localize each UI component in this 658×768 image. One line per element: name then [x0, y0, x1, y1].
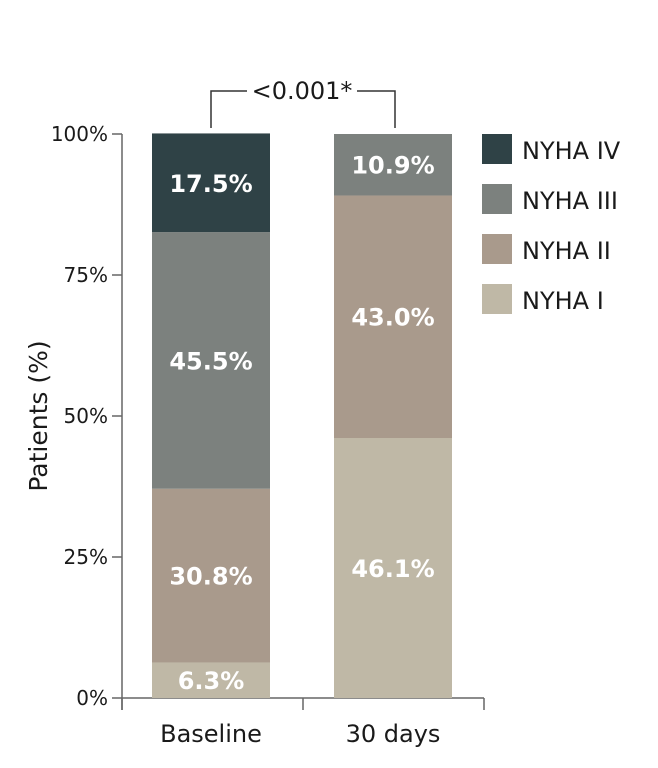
bars [152, 133, 452, 698]
data-label-baseline-nyha-iii: 45.5% [169, 347, 252, 375]
p-value-label: <0.001* [252, 77, 353, 105]
bar-segment-baseline-nyha-ii [152, 488, 270, 663]
y-tick-label: 50% [64, 404, 108, 428]
data-label-baseline-nyha-iv: 17.5% [169, 170, 252, 198]
data-label-30-days-nyha-i: 46.1% [351, 555, 434, 583]
y-tick-label: 0% [76, 686, 108, 710]
axes: 0% 25% 50% 75% 100% Baseline 30 days [51, 122, 485, 748]
legend-swatch-nyha-iii [482, 184, 512, 214]
legend-label-nyha-ii: NYHA II [522, 237, 611, 265]
legend-label-nyha-iv: NYHA IV [522, 137, 621, 165]
y-tick-label: 25% [64, 545, 108, 569]
legend-swatch-nyha-iv [482, 134, 512, 164]
bar-segment-baseline-nyha-i [152, 662, 270, 698]
bar-segment-baseline-nyha-iv [152, 133, 270, 233]
x-category-label-baseline: Baseline [160, 720, 262, 748]
segment-labels: 6.3% 30.8% 45.5% 17.5% 46.1% 43.0% 10.9% [169, 152, 434, 695]
legend: NYHA IV NYHA III NYHA II NYHA I [482, 134, 621, 315]
significance-annotation: <0.001* [210, 77, 396, 128]
y-tick-label: 100% [51, 122, 108, 146]
x-category-label-30-days: 30 days [346, 720, 441, 748]
bracket-left [210, 90, 247, 128]
bar-segment-30-days-nyha-iii [334, 134, 452, 196]
legend-swatch-nyha-ii [482, 234, 512, 264]
bar-segment-30-days-nyha-i [334, 437, 452, 698]
y-tick-label: 75% [64, 263, 108, 287]
y-axis-label: Patients (%) [24, 340, 53, 491]
data-label-30-days-nyha-ii: 43.0% [351, 304, 434, 332]
bar-segment-baseline-nyha-iii [152, 232, 270, 489]
legend-swatch-nyha-i [482, 284, 512, 314]
data-label-baseline-nyha-i: 6.3% [178, 667, 245, 695]
bracket-right [357, 90, 396, 128]
data-label-baseline-nyha-ii: 30.8% [169, 563, 252, 591]
data-label-30-days-nyha-iii: 10.9% [351, 152, 434, 180]
legend-label-nyha-iii: NYHA III [522, 187, 618, 215]
legend-label-nyha-i: NYHA I [522, 287, 604, 315]
bar-segment-30-days-nyha-ii [334, 195, 452, 438]
